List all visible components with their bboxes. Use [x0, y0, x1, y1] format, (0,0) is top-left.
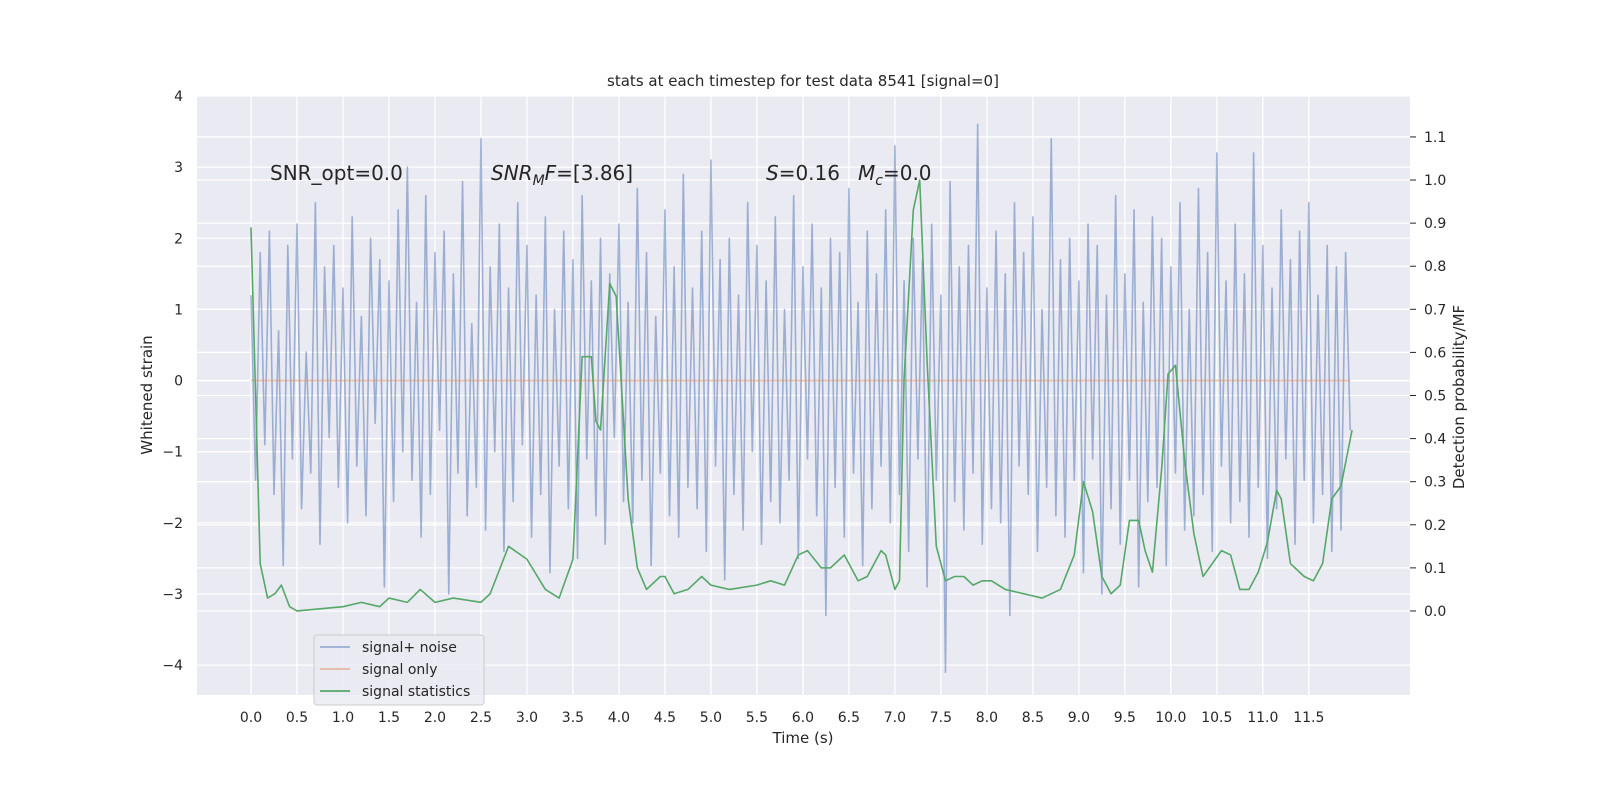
x-tick-label: 8.0 — [976, 710, 998, 726]
y-tick-label: −1 — [162, 445, 183, 461]
y2-tick-label: 0.9 — [1424, 216, 1446, 232]
y2-tick-label: 0.6 — [1424, 345, 1446, 361]
x-tick-label: 3.5 — [562, 710, 584, 726]
y-axis-label: Whitened strain — [138, 335, 156, 454]
x-tick-label: 4.0 — [608, 710, 630, 726]
x-tick-label: 9.0 — [1068, 710, 1090, 726]
y2-tick-label: 0.7 — [1424, 302, 1446, 318]
x-tick-label: 0.0 — [240, 710, 262, 726]
y2-tick-label: 0.2 — [1424, 518, 1446, 534]
legend-label: signal statistics — [362, 684, 470, 700]
x-tick-label: 9.5 — [1114, 710, 1136, 726]
x-tick-label: 5.5 — [746, 710, 768, 726]
label-layer: 0.0 0.5 1.0 1.5 2.0 2.5 3.0 3.5 4.0 4.5 5.0 5.5 6.0 6… — [162, 89, 1446, 726]
annotation: S=0.16 Mc=0.0 — [766, 161, 932, 189]
annotation: SNRMF=[3.86] — [491, 161, 633, 189]
y2-tick-label: 0.0 — [1424, 604, 1446, 620]
x-tick-label: 3.0 — [516, 710, 538, 726]
legend-label: signal+ noise — [362, 640, 457, 656]
y2-tick-label: 1.0 — [1424, 173, 1446, 189]
annotation-part: F — [545, 161, 557, 185]
y2-tick-label: 0.1 — [1424, 561, 1446, 577]
annotation-part: =0.0 — [883, 161, 932, 185]
y-tick-label: −3 — [162, 587, 183, 603]
x-tick-label: 2.0 — [424, 710, 446, 726]
x-tick-label: 2.5 — [470, 710, 492, 726]
legend-label: signal only — [362, 662, 437, 678]
y2-tick-label: 0.3 — [1424, 475, 1446, 491]
y-tick-label: 2 — [174, 231, 183, 247]
y-tick-label: 0 — [174, 374, 183, 390]
x-tick-label: 5.0 — [700, 710, 722, 726]
x-tick-label: 0.5 — [286, 710, 308, 726]
annotation-part: S — [766, 161, 779, 185]
y-tick-label: 4 — [174, 89, 183, 105]
y-tick-label: 1 — [174, 302, 183, 318]
x-tick-label: 1.5 — [378, 710, 400, 726]
annotation-part: =0.16 — [779, 161, 840, 185]
series-layer — [250, 123, 1353, 674]
series-line — [250, 179, 1353, 612]
x-tick-label: 1.0 — [332, 710, 354, 726]
annotation-part: SNR — [491, 161, 533, 185]
x-tick-label: 4.5 — [654, 710, 676, 726]
y-tick-label: −2 — [162, 516, 183, 532]
x-tick-label: 7.0 — [884, 710, 906, 726]
annotation-part: SNR_opt=0.0 — [270, 161, 403, 185]
chart-title: stats at each timestep for test data 854… — [607, 72, 999, 90]
annotation: SNR_opt=0.0 — [270, 161, 403, 185]
x-tick-label: 8.5 — [1022, 710, 1044, 726]
x-tick-label: 10.5 — [1201, 710, 1232, 726]
legend: signal+ noise signal only signal statistic… — [320, 640, 470, 700]
x-axis-label: Time (s) — [772, 729, 834, 747]
y2-tick-label: 0.4 — [1424, 432, 1446, 448]
y-tick-label: −4 — [162, 658, 183, 674]
y-tick-label: 3 — [174, 160, 183, 176]
y2-tick-label: 1.1 — [1424, 130, 1446, 146]
x-tick-label: 11.0 — [1247, 710, 1278, 726]
annotation-part: M — [858, 161, 875, 185]
y2-tick-label: 0.5 — [1424, 389, 1446, 405]
x-tick-label: 11.5 — [1293, 710, 1324, 726]
x-tick-label: 10.0 — [1155, 710, 1186, 726]
series-line — [250, 123, 1352, 674]
x-tick-label: 6.0 — [792, 710, 814, 726]
legend-box — [313, 634, 485, 706]
x-tick-label: 7.5 — [930, 710, 952, 726]
annotation-part: c — [875, 173, 883, 189]
annotation-part: M — [533, 173, 545, 189]
x-tick-label: 6.5 — [838, 710, 860, 726]
annotation-part: =[3.86] — [556, 161, 633, 185]
y2-tick-label: 0.8 — [1424, 259, 1446, 275]
y2-axis-label: Detection probability/MF — [1450, 305, 1468, 489]
